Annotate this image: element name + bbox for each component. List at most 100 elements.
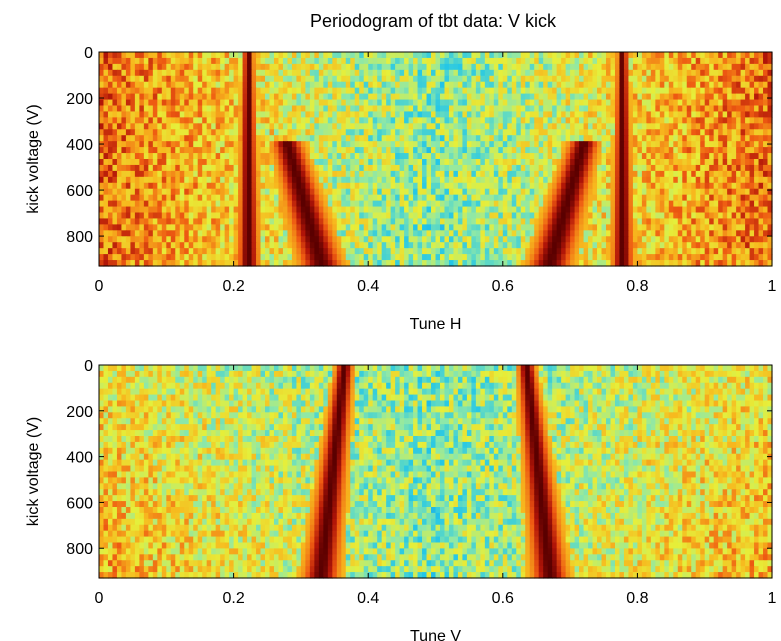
heatmap-cell bbox=[686, 159, 692, 166]
heatmap-cell bbox=[116, 93, 123, 101]
heatmap-cell bbox=[170, 164, 176, 172]
heatmap-cell bbox=[399, 170, 405, 178]
heatmap-cell bbox=[682, 57, 688, 65]
heatmap-cell bbox=[381, 200, 387, 208]
heatmap-cell bbox=[498, 194, 504, 202]
heatmap-cell bbox=[359, 230, 365, 237]
heatmap-cell bbox=[193, 135, 199, 142]
heatmap-cell bbox=[157, 99, 163, 107]
heatmap-cell bbox=[655, 212, 661, 220]
heatmap-cell bbox=[547, 117, 553, 124]
heatmap-cell bbox=[377, 105, 383, 113]
heatmap-cell bbox=[247, 111, 253, 118]
heatmap-cell bbox=[134, 176, 140, 184]
heatmap-cell bbox=[332, 52, 338, 59]
heatmap-cell bbox=[386, 218, 392, 225]
heatmap-cell bbox=[565, 141, 571, 148]
heatmap-cell bbox=[655, 188, 661, 196]
heatmap-cell bbox=[489, 194, 495, 202]
heatmap-cell bbox=[157, 111, 163, 118]
heatmap-cell bbox=[211, 87, 217, 95]
heatmap-cell bbox=[103, 129, 109, 136]
heatmap-cell bbox=[677, 206, 683, 214]
heatmap-cell bbox=[417, 153, 423, 160]
heatmap-cell bbox=[368, 170, 374, 178]
heatmap-cell bbox=[354, 182, 360, 190]
heatmap-cell bbox=[767, 117, 773, 124]
heatmap-cell bbox=[686, 75, 692, 83]
heatmap-cell bbox=[547, 236, 553, 243]
heatmap-cell bbox=[327, 81, 333, 89]
heatmap-cell bbox=[502, 93, 508, 101]
heatmap-cell bbox=[179, 153, 185, 160]
heatmap-cell bbox=[354, 111, 360, 118]
heatmap-cell bbox=[273, 52, 280, 59]
heatmap-cell bbox=[170, 194, 176, 202]
heatmap-cell bbox=[229, 111, 235, 118]
heatmap-cell bbox=[444, 135, 450, 142]
heatmap-cell bbox=[404, 147, 410, 154]
heatmap-cell bbox=[197, 188, 203, 196]
heatmap-cell bbox=[130, 159, 136, 166]
heatmap-cell bbox=[704, 69, 710, 77]
heatmap-cell bbox=[475, 147, 481, 154]
heatmap-cell bbox=[489, 81, 495, 89]
heatmap-cell bbox=[691, 230, 697, 237]
heatmap-cell bbox=[152, 200, 158, 208]
heatmap-cell bbox=[269, 52, 275, 59]
heatmap-cell bbox=[592, 105, 598, 113]
heatmap-cell bbox=[677, 224, 683, 231]
heatmap-cell bbox=[206, 57, 212, 65]
heatmap-cell bbox=[431, 170, 437, 178]
heatmap-cell bbox=[314, 182, 320, 190]
heatmap-cell bbox=[238, 75, 244, 83]
heatmap-cell bbox=[233, 75, 239, 83]
heatmap-cell bbox=[493, 123, 499, 130]
heatmap-cell bbox=[610, 57, 616, 65]
heatmap-cell bbox=[206, 52, 212, 59]
heatmap-cell bbox=[605, 164, 612, 172]
heatmap-cell bbox=[359, 111, 365, 118]
heatmap-cell bbox=[655, 224, 661, 231]
heatmap-cell bbox=[125, 75, 132, 83]
heatmap-cell bbox=[323, 81, 329, 89]
heatmap-cell bbox=[197, 57, 203, 65]
heatmap-cell bbox=[260, 117, 266, 124]
heatmap-cell bbox=[704, 206, 710, 214]
heatmap-cell bbox=[278, 224, 284, 231]
heatmap-cell bbox=[152, 164, 158, 172]
heatmap-cell bbox=[206, 218, 212, 225]
heatmap-cell bbox=[646, 75, 652, 83]
heatmap-cell bbox=[439, 93, 446, 101]
heatmap-cell bbox=[103, 170, 109, 178]
heatmap-cell bbox=[350, 99, 356, 107]
heatmap-cell bbox=[363, 206, 369, 214]
heatmap-cell bbox=[727, 93, 733, 101]
heatmap-cell bbox=[229, 99, 235, 107]
heatmap-cell bbox=[179, 105, 185, 113]
heatmap-cell bbox=[686, 206, 692, 214]
heatmap-cell bbox=[256, 135, 262, 142]
heatmap-cell bbox=[462, 105, 468, 113]
heatmap-cell bbox=[184, 87, 190, 95]
heatmap-cell bbox=[767, 81, 773, 89]
heatmap-cell bbox=[534, 105, 540, 113]
heatmap-cell bbox=[188, 99, 194, 107]
heatmap-cell bbox=[152, 248, 158, 255]
heatmap-cell bbox=[314, 52, 320, 59]
heatmap-cell bbox=[282, 105, 289, 113]
heatmap-cell bbox=[592, 170, 598, 178]
heatmap-cell bbox=[614, 200, 621, 208]
heatmap-cell bbox=[381, 206, 387, 214]
heatmap-cell bbox=[332, 105, 338, 113]
heatmap-cell bbox=[507, 200, 513, 208]
heatmap-cell bbox=[215, 194, 221, 202]
heatmap-cell bbox=[229, 75, 235, 83]
heatmap-cell bbox=[556, 87, 562, 95]
heatmap-cell bbox=[417, 81, 423, 89]
heatmap-cell bbox=[211, 248, 217, 255]
heatmap-cell bbox=[700, 153, 706, 160]
heatmap-cell bbox=[565, 99, 571, 107]
heatmap-cell bbox=[493, 218, 499, 225]
heatmap-cell bbox=[287, 111, 293, 118]
